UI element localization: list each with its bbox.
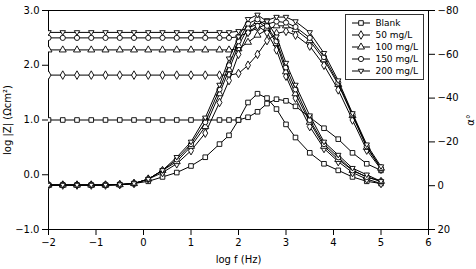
html-text:150 mg/L: 150 mg/L xyxy=(375,54,418,64)
svg-text:log |Z| (Ωcm²): log |Z| (Ωcm²) xyxy=(2,85,14,155)
svg-text:α°: α° xyxy=(465,114,476,126)
svg-text:4: 4 xyxy=(330,237,336,248)
svg-text:−60: −60 xyxy=(438,49,459,60)
svg-text:1: 1 xyxy=(188,237,194,248)
svg-text:3.0: 3.0 xyxy=(24,5,40,16)
svg-text:2.0: 2.0 xyxy=(24,59,40,70)
svg-text:3: 3 xyxy=(283,237,289,248)
svg-text:6: 6 xyxy=(425,237,431,248)
svg-text:−80: −80 xyxy=(438,5,459,16)
svg-text:−2: −2 xyxy=(41,237,56,248)
svg-text:0: 0 xyxy=(140,237,146,248)
svg-text:−1: −1 xyxy=(89,237,104,248)
svg-text:0.0: 0.0 xyxy=(24,169,40,180)
svg-text:2: 2 xyxy=(235,237,241,248)
svg-text:20: 20 xyxy=(438,224,451,235)
svg-text:log f (Hz): log f (Hz) xyxy=(216,254,262,265)
svg-text:5: 5 xyxy=(378,237,384,248)
svg-text:−40: −40 xyxy=(438,92,459,103)
html-text:Blank: Blank xyxy=(375,18,401,28)
svg-text:0: 0 xyxy=(438,180,444,191)
html-text:50 mg/L: 50 mg/L xyxy=(375,30,413,40)
svg-text:−20: −20 xyxy=(438,136,459,147)
html-text:100 mg/L: 100 mg/L xyxy=(375,42,418,52)
html-text:200 mg/L: 200 mg/L xyxy=(375,66,418,76)
svg-text:1.0: 1.0 xyxy=(24,114,40,125)
svg-text:−1.0: −1.0 xyxy=(15,224,39,235)
